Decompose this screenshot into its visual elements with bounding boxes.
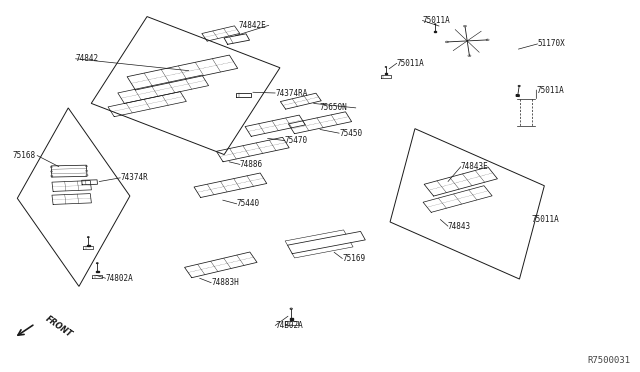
Polygon shape	[385, 73, 387, 74]
Text: 75168: 75168	[13, 151, 36, 160]
Text: FRONT: FRONT	[44, 314, 74, 339]
Text: 74802A: 74802A	[106, 274, 133, 283]
Text: 74843E: 74843E	[461, 162, 488, 171]
Text: 75440: 75440	[237, 199, 260, 208]
Text: 75470: 75470	[285, 136, 308, 145]
Text: 75011A: 75011A	[422, 16, 450, 25]
Text: 74843: 74843	[448, 222, 471, 231]
Polygon shape	[87, 245, 90, 247]
Text: 74B02A: 74B02A	[275, 321, 303, 330]
Text: 74374RA: 74374RA	[275, 89, 308, 97]
Text: 75169: 75169	[342, 254, 365, 263]
Text: 74883H: 74883H	[211, 278, 239, 287]
Polygon shape	[434, 31, 436, 32]
Text: 75011A: 75011A	[531, 215, 559, 224]
Polygon shape	[290, 318, 292, 320]
Text: 75011A: 75011A	[536, 86, 564, 94]
Text: 51170X: 51170X	[538, 39, 565, 48]
Polygon shape	[96, 271, 99, 272]
Text: 74842: 74842	[76, 54, 99, 63]
Text: 74886: 74886	[240, 160, 263, 169]
Text: R7500031: R7500031	[588, 356, 630, 365]
Text: 74842E: 74842E	[238, 21, 266, 30]
Text: 74374R: 74374R	[120, 173, 148, 182]
Text: 75450: 75450	[339, 129, 362, 138]
Text: 75011A: 75011A	[397, 59, 424, 68]
Text: 75650N: 75650N	[320, 103, 348, 112]
Polygon shape	[516, 95, 519, 96]
